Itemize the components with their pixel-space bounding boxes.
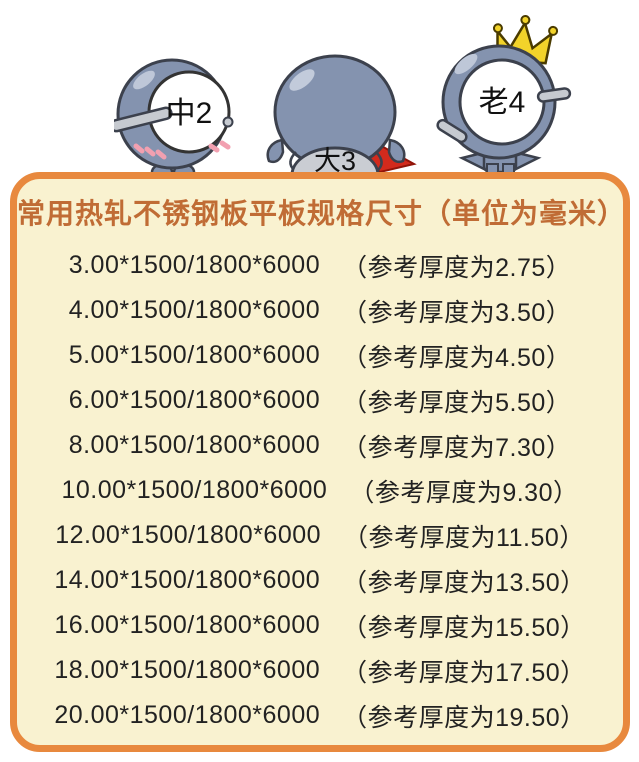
- leg-right: [502, 163, 515, 174]
- spec-size: 6.00*1500/1800*6000: [68, 386, 321, 414]
- character-label: 中2: [166, 97, 213, 130]
- spec-row: 5.00*1500/1800*6000 （参考厚度为4.50）: [17, 333, 623, 378]
- spec-size: 3.00*1500/1800*6000: [68, 251, 321, 279]
- spec-thickness-note: （参考厚度为17.50）: [342, 658, 586, 687]
- spec-size: 4.00*1500/1800*6000: [68, 296, 321, 324]
- head-highlight: [289, 69, 315, 91]
- hood-highlight: [133, 70, 155, 90]
- spec-thickness-note: （参考厚度为11.50）: [343, 523, 585, 552]
- spec-thickness-note: （参考厚度为15.50）: [342, 613, 586, 642]
- character-label: 老4: [479, 86, 526, 119]
- spec-thickness-note: （参考厚度为3.50）: [342, 298, 572, 327]
- spec-thickness-note: （参考厚度为5.50）: [342, 388, 572, 417]
- strap: [436, 118, 468, 144]
- spec-size: 5.00*1500/1800*6000: [68, 341, 321, 369]
- spec-row: 10.00*1500/1800*6000 （参考厚度为9.30）: [17, 468, 623, 513]
- arm-right: [387, 138, 406, 164]
- spec-size: 12.00*1500/1800*6000: [55, 521, 322, 549]
- blush-marks: [133, 140, 231, 160]
- spec-thickness-note: （参考厚度为9.30）: [349, 478, 579, 507]
- spec-row: 16.00*1500/1800*6000 （参考厚度为15.50）: [17, 603, 623, 648]
- strap-dot: [222, 116, 234, 128]
- spec-size: 16.00*1500/1800*6000: [54, 611, 321, 639]
- arm-left: [266, 138, 285, 164]
- spec-row: 14.00*1500/1800*6000 （参考厚度为13.50）: [17, 558, 623, 603]
- panel-title: 常用热轧不锈钢板平板规格尺寸（单位为毫米）: [17, 198, 627, 229]
- character-lao4: 老4: [436, 14, 572, 174]
- spec-row: 6.00*1500/1800*6000 （参考厚度为5.50）: [17, 378, 623, 423]
- spec-thickness-note: （参考厚度为13.50）: [342, 568, 586, 597]
- collar-hook-right: [375, 151, 383, 171]
- spec-row: 8.00*1500/1800*6000 （参考厚度为7.30）: [17, 423, 623, 468]
- spec-thickness-note: （参考厚度为19.50）: [342, 703, 586, 732]
- leg-left: [486, 163, 499, 174]
- spec-size: 8.00*1500/1800*6000: [68, 431, 321, 459]
- spec-row: 12.00*1500/1800*6000 （参考厚度为11.50）: [17, 513, 623, 558]
- strap: [536, 87, 572, 103]
- spec-thickness-note: （参考厚度为7.30）: [342, 433, 572, 462]
- spec-thickness-note: （参考厚度为2.75）: [342, 253, 572, 282]
- spec-size: 10.00*1500/1800*6000: [61, 476, 328, 504]
- spec-panel: 常用热轧不锈钢板平板规格尺寸（单位为毫米） 3.00*1500/1800*600…: [10, 172, 630, 752]
- hood-highlight: [454, 53, 478, 75]
- spec-thickness-note: （参考厚度为4.50）: [342, 343, 572, 372]
- spec-row: 20.00*1500/1800*6000 （参考厚度为19.50）: [17, 693, 623, 738]
- spec-size: 18.00*1500/1800*6000: [54, 656, 321, 684]
- spec-row: 18.00*1500/1800*6000 （参考厚度为17.50）: [17, 648, 623, 693]
- spec-row: 3.00*1500/1800*6000 （参考厚度为2.75）: [17, 243, 623, 288]
- character-zhong2: 中2: [114, 58, 234, 181]
- spec-rows: 3.00*1500/1800*6000 （参考厚度为2.75） 4.00*150…: [17, 243, 623, 738]
- spec-size: 14.00*1500/1800*6000: [54, 566, 321, 594]
- spec-size: 20.00*1500/1800*6000: [54, 701, 321, 729]
- spec-row: 4.00*1500/1800*6000 （参考厚度为3.50）: [17, 288, 623, 333]
- character-label: 大3: [314, 146, 356, 174]
- character-da3: 大3: [266, 54, 417, 174]
- face-plate: [290, 146, 380, 174]
- strap: [114, 106, 173, 133]
